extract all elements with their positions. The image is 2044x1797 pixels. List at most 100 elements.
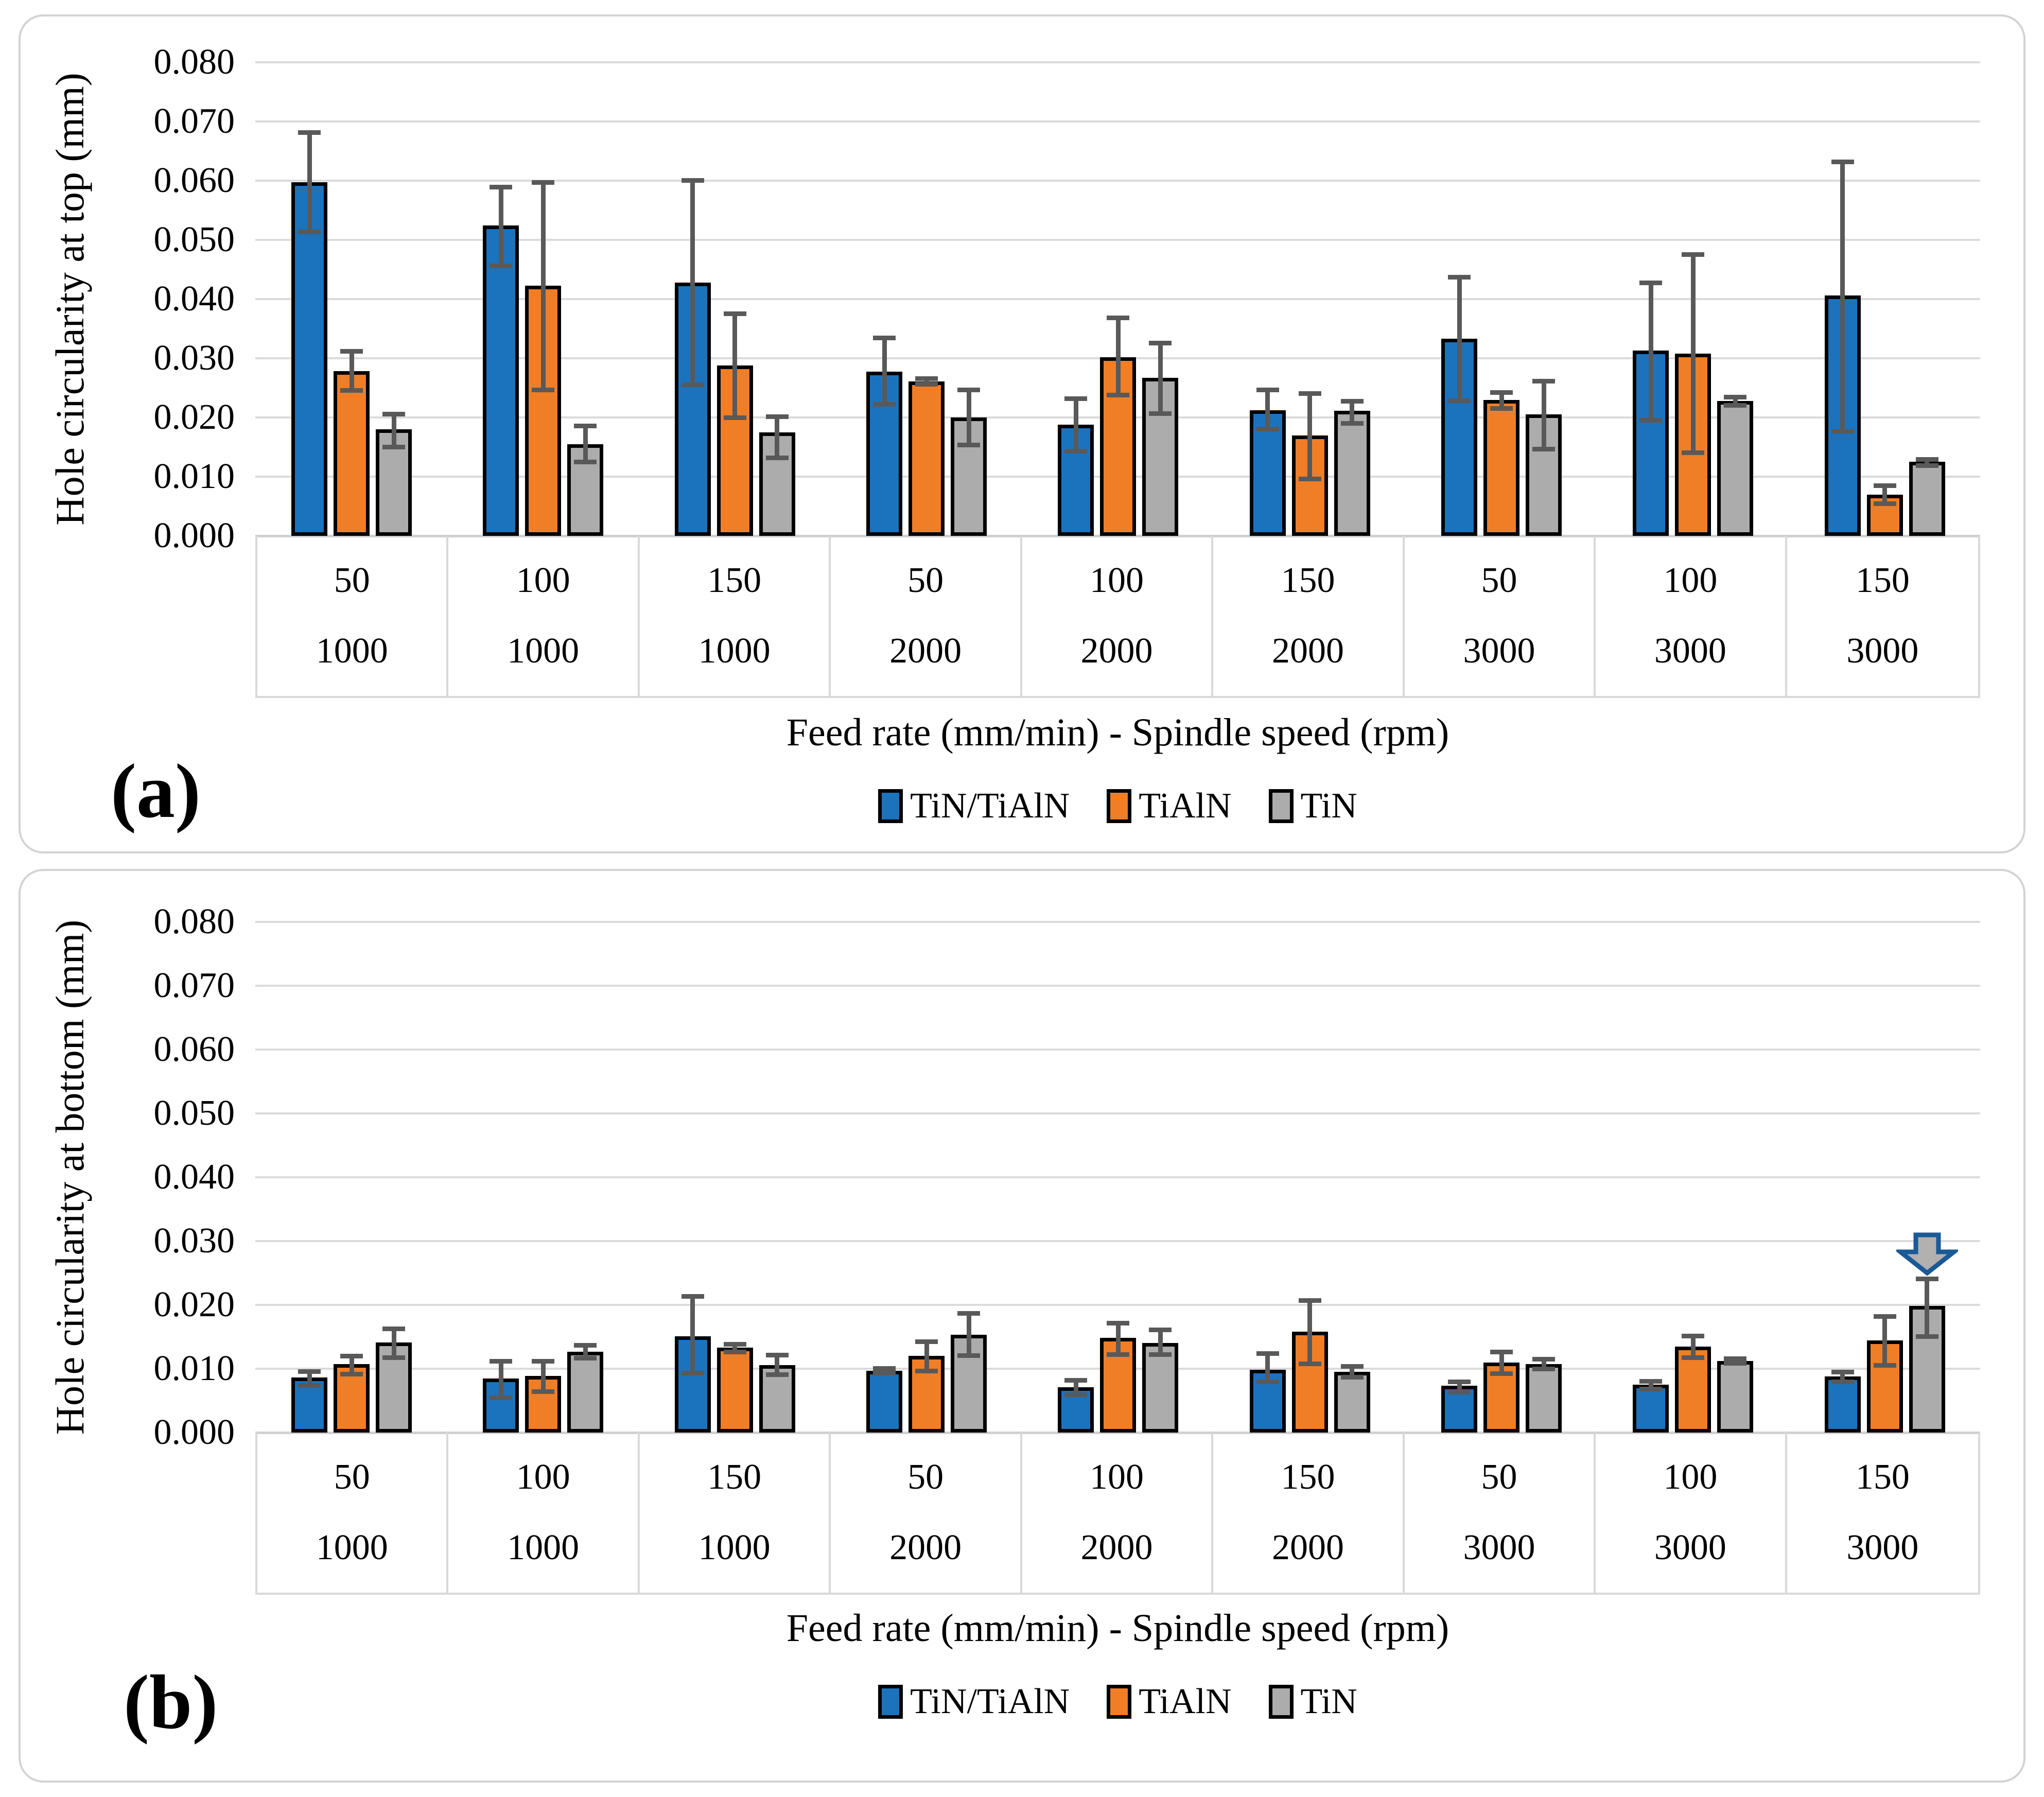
bar-tialn [1100, 357, 1137, 536]
x-category-cell: 50 1000 [257, 1433, 449, 1593]
error-bar-cap [298, 1369, 321, 1374]
error-bar-cap [765, 1352, 789, 1357]
spindle-speed-label: 2000 [1080, 631, 1153, 671]
error-bar [1457, 277, 1462, 401]
error-bar-cap [382, 412, 405, 417]
error-bar [1158, 343, 1163, 414]
error-bar-cap [1873, 501, 1896, 506]
error-bar [1158, 1330, 1163, 1355]
feed-rate-label: 150 [1855, 560, 1910, 600]
error-bar [1541, 380, 1546, 450]
error-bar-cap [1639, 1386, 1663, 1391]
bar-tin [1142, 1343, 1179, 1433]
y-tick-label: 0.050 [153, 220, 235, 259]
error-bar [391, 1328, 396, 1358]
error-bar-cap [1107, 315, 1130, 320]
gridline [255, 535, 1980, 537]
error-bar-cap [1064, 396, 1088, 402]
feed-rate-label: 100 [516, 1457, 570, 1497]
bar-tin [1717, 400, 1754, 536]
panel-label: (a) [111, 748, 201, 834]
error-bar-cap [1639, 417, 1663, 423]
error-bar-cap [574, 424, 597, 429]
error-bar [540, 1361, 546, 1392]
feed-rate-label: 150 [1281, 1457, 1335, 1497]
y-tick-label: 0.010 [153, 457, 235, 496]
error-bar [1350, 400, 1355, 424]
gridline [255, 298, 1980, 300]
panel-label: (b) [124, 1660, 218, 1745]
error-bar-cap [532, 1389, 555, 1394]
error-bar-cap [1831, 160, 1854, 165]
error-bar-cap [1639, 280, 1663, 285]
x-category-cell: 100 2000 [1022, 1433, 1214, 1593]
gridline [255, 1304, 1980, 1306]
error-bar-cap [1532, 378, 1555, 383]
x-category-cell: 150 1000 [640, 536, 831, 696]
spindle-speed-label: 1000 [316, 1528, 388, 1568]
error-bar [1265, 1353, 1270, 1383]
error-bar-cap [1724, 403, 1747, 408]
error-bar-cap [1873, 1363, 1896, 1368]
bar-tialn [1675, 1346, 1711, 1433]
error-bar [1925, 1279, 1930, 1337]
error-bar-cap [1256, 1380, 1279, 1385]
legend-swatch-tin [1268, 1685, 1294, 1719]
x-category-cell: 150 2000 [1213, 1433, 1405, 1593]
legend-label: TiN [1300, 786, 1357, 826]
error-bar-cap [765, 456, 789, 461]
feed-rate-label: 150 [707, 1457, 762, 1497]
error-bar-cap [957, 1353, 980, 1358]
x-category-cell: 50 2000 [831, 536, 1022, 696]
bar-tialn [717, 1348, 753, 1433]
spindle-speed-label: 2000 [889, 631, 962, 671]
gridline [255, 180, 1980, 182]
error-bar-cap [873, 1366, 896, 1371]
error-bar-cap [382, 444, 405, 449]
feed-rate-label: 100 [1663, 1457, 1718, 1497]
feed-rate-label: 100 [1663, 560, 1718, 600]
error-bar [882, 337, 887, 405]
error-bar-cap [490, 263, 513, 268]
bar-tin [1334, 411, 1370, 536]
error-bar-cap [298, 230, 321, 235]
spindle-speed-label: 1000 [316, 631, 388, 671]
legend: TiN/TiAlN TiAlN TiN [255, 1680, 1980, 1723]
error-bar-cap [957, 1311, 980, 1316]
error-bar-cap [1490, 1371, 1513, 1376]
x-category-cell: 50 3000 [1405, 1433, 1596, 1593]
error-bar-cap [382, 1326, 405, 1331]
bar-tialn [1866, 494, 1903, 536]
bar-tin [1526, 1364, 1562, 1433]
gridline [255, 1049, 1980, 1051]
error-bar-cap [490, 1359, 513, 1364]
feed-rate-label: 150 [707, 560, 762, 600]
error-bar [498, 186, 503, 266]
error-bar-cap [1149, 411, 1172, 416]
legend-swatch-tialn [1107, 1685, 1132, 1719]
gridline [255, 1240, 1980, 1242]
error-bar [1457, 1381, 1462, 1392]
spindle-speed-label: 3000 [1463, 1528, 1535, 1568]
error-bar-cap [723, 311, 746, 316]
error-bar [1690, 254, 1696, 453]
error-bar-cap [1064, 448, 1088, 453]
error-bar-cap [723, 1349, 746, 1354]
error-bar-cap [915, 1339, 938, 1344]
legend-swatch-tin [1268, 789, 1294, 823]
error-bar-cap [574, 1356, 597, 1361]
error-bar-cap [1724, 394, 1747, 399]
y-tick-label: 0.080 [153, 902, 235, 941]
error-bar-cap [1915, 1277, 1938, 1282]
error-bar-cap [1340, 421, 1364, 426]
x-category-cell: 50 2000 [831, 1433, 1022, 1593]
error-bar [924, 1341, 929, 1371]
error-bar-cap [1831, 429, 1854, 434]
bar-tin-tialn [866, 1370, 902, 1433]
plot-area: 0.000 0.010 0.020 0.030 0.040 0.050 0.060 0.070… [154, 42, 1980, 698]
error-bar [690, 180, 695, 385]
spindle-speed-label: 1000 [698, 1528, 771, 1568]
x-axis-title: Feed rate (mm/min) - Spindle speed (rpm) [786, 711, 1449, 754]
error-bar [540, 182, 546, 391]
